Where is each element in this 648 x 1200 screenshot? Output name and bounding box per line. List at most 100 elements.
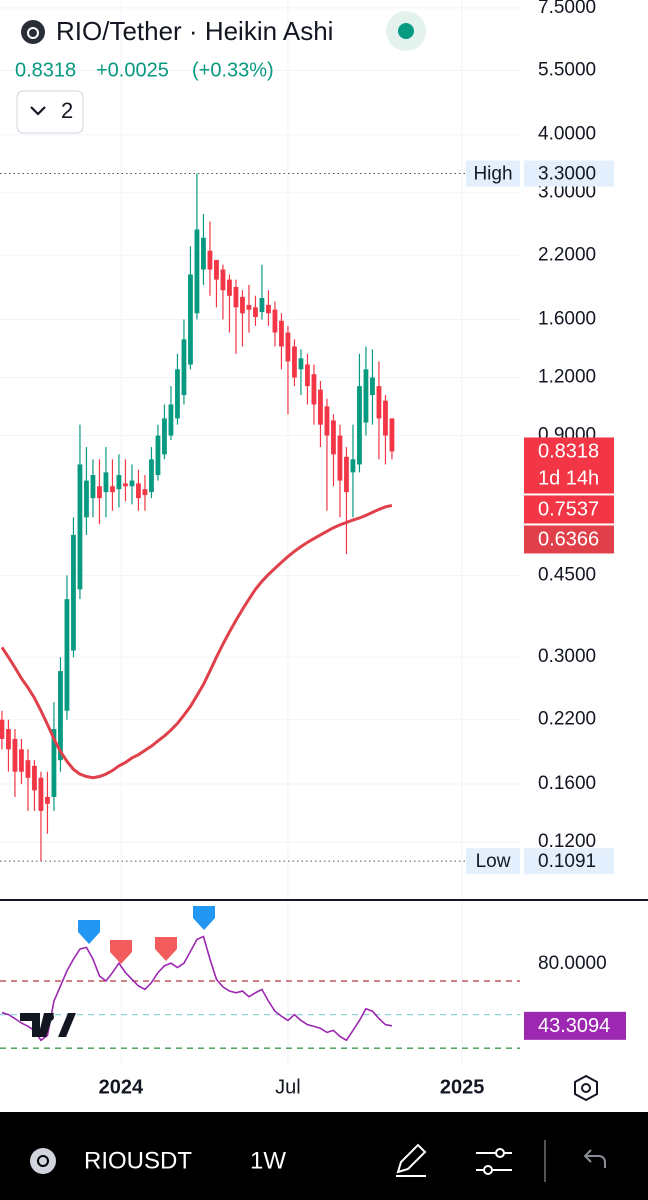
y-tick-label: 7.5000 <box>538 0 596 18</box>
last-price-box <box>524 437 614 494</box>
last-price: 0.8318 <box>15 59 76 81</box>
candle-body <box>233 286 239 308</box>
signal-flag <box>110 940 132 964</box>
y-tick-label: 80.0000 <box>538 953 607 974</box>
candle-body <box>279 320 284 347</box>
candle-body <box>149 459 154 493</box>
rsi-line <box>1 935 393 1042</box>
status-dot <box>398 23 414 39</box>
candle-body <box>188 274 193 365</box>
candle-body <box>201 237 206 270</box>
candle-body <box>110 486 115 493</box>
ma-value-box <box>524 525 614 554</box>
tv-logo-part <box>58 1013 76 1037</box>
y-tick-label: 2.2000 <box>538 244 596 265</box>
symbol-logo-inner <box>37 1155 49 1167</box>
candle-body <box>246 304 252 310</box>
y-tick-label: 1.2000 <box>538 367 596 388</box>
candle-body <box>227 279 232 296</box>
symbol-button[interactable]: RIOUSDT <box>84 1147 192 1174</box>
candle-body <box>350 459 356 473</box>
candle-body <box>123 483 128 487</box>
y-tick-label: 4.0000 <box>538 124 596 145</box>
rsi-value: 43.3094 <box>538 1015 610 1037</box>
candle-body <box>207 250 213 270</box>
price-tag-box <box>524 495 614 524</box>
tv-logo <box>20 1013 54 1037</box>
moving-average <box>0 503 393 780</box>
rsi-value-box <box>524 1011 626 1040</box>
candle-body <box>240 296 245 314</box>
x-tick-label: 2024 <box>99 1076 144 1098</box>
candle-body <box>292 346 297 378</box>
candle-body <box>84 480 89 518</box>
price-change-pct: (+0.33%) <box>192 59 274 81</box>
candle-body <box>298 358 304 370</box>
last-price-tag: 0.8318 <box>538 441 599 463</box>
draw-tool-icon[interactable] <box>396 1143 427 1177</box>
candle-body <box>51 729 57 797</box>
candle-body <box>376 386 382 419</box>
candle-body <box>370 377 375 396</box>
level-name-box <box>466 160 520 187</box>
countdown: 1d 14h <box>538 468 599 490</box>
y-tick-label: 0.1600 <box>538 773 596 794</box>
candle-body <box>311 374 317 405</box>
candle-body <box>90 475 96 499</box>
candle-body <box>77 464 83 590</box>
settings-icon[interactable] <box>574 1074 598 1102</box>
signal-flag <box>78 920 100 944</box>
candle-body <box>97 486 102 499</box>
y-tick-label: 3.0000 <box>538 182 596 203</box>
candle-body <box>220 269 226 291</box>
candle-body <box>32 765 37 791</box>
candle-body <box>175 369 180 419</box>
candle-body <box>136 483 141 499</box>
candle-body <box>324 406 330 436</box>
candle-body <box>38 777 44 811</box>
interval-button[interactable]: 1W <box>250 1147 286 1174</box>
candle-body <box>344 456 349 493</box>
candle-body <box>357 386 362 465</box>
candle-body <box>194 229 200 314</box>
indicators-icon[interactable] <box>476 1152 512 1171</box>
symbol-logo-inner <box>27 27 39 39</box>
y-tick-label: 0.1200 <box>538 831 596 852</box>
y-tick-label: 5.5000 <box>538 59 596 80</box>
candle-body <box>259 298 265 313</box>
settings-icon-center <box>581 1083 591 1093</box>
overlay: RIO/Tether · Heikin Ashi 0.8318 +0.0025 … <box>0 11 648 1200</box>
chevron-icon <box>30 106 46 116</box>
candle-body <box>331 420 336 455</box>
candle-body <box>383 400 388 436</box>
candle-body <box>103 472 109 493</box>
level-value: 0.1091 <box>538 851 596 872</box>
back-icon[interactable] <box>583 1149 606 1168</box>
level-value-box <box>524 160 614 187</box>
candle-body <box>272 309 278 333</box>
level-name-box <box>466 848 520 875</box>
indicators-count: 2 <box>61 98 73 123</box>
candle-body <box>25 760 31 778</box>
level-value: 3.3000 <box>538 164 596 185</box>
symbol-logo <box>21 20 45 44</box>
candle-body <box>214 259 219 280</box>
candle-body <box>318 389 323 425</box>
y-tick-label: 0.3000 <box>538 646 596 667</box>
bottom-bar <box>0 1112 648 1200</box>
x-tick-label: Jul <box>275 1076 301 1098</box>
candle-body <box>389 418 395 452</box>
candle-body <box>71 534 76 651</box>
indicators-toggle[interactable] <box>16 90 84 134</box>
symbol-logo <box>30 1148 56 1174</box>
candle-body <box>116 475 122 490</box>
candle-body <box>142 489 148 496</box>
y-tick-label: 0.4500 <box>538 564 596 585</box>
candle-body <box>168 404 174 436</box>
candle-body <box>19 749 24 772</box>
y-tick-label: 0.2200 <box>538 709 596 730</box>
signal-flag <box>193 906 215 930</box>
candle-body <box>363 369 369 423</box>
level-name: High <box>473 164 512 185</box>
